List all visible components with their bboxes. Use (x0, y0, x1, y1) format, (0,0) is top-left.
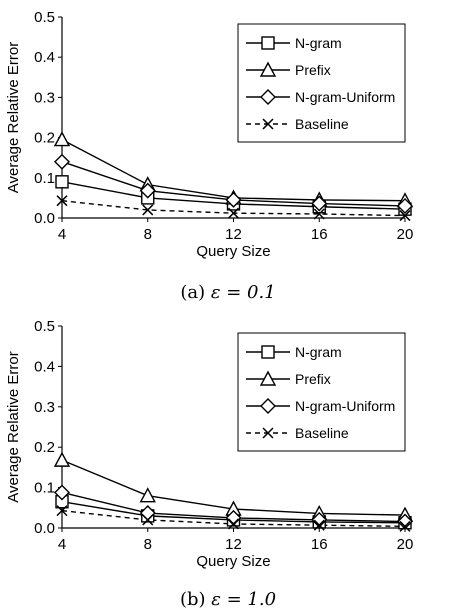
y-tick-label: 0.2 (34, 130, 55, 147)
data-point-baseline (142, 514, 154, 526)
x-tick-label: 20 (397, 536, 414, 553)
y-tick-label: 0.4 (34, 49, 55, 66)
legend-label: Baseline (295, 116, 349, 132)
x-axis-label: Query Size (196, 553, 270, 570)
x-tick-label: 12 (225, 536, 242, 553)
data-point-n-gram-uniform (311, 195, 328, 212)
data-point-n-gram-uniform (397, 513, 413, 530)
chart-panel-b: (b) ε = 1.0 0.0 0.1 0.2 0.3 0.4 0.5 4 8 12 16 20 Qu… (5, 318, 413, 610)
x-tick-label: 4 (58, 226, 66, 243)
legend-marker-baseline (262, 118, 274, 130)
caption-b: (b) ε = 1.0 (180, 589, 276, 610)
data-point-prefix (53, 131, 71, 147)
data-point-baseline (399, 210, 411, 222)
legend-label: N-gram (295, 35, 342, 51)
data-point-n-gram-uniform (225, 191, 242, 208)
data-point-prefix (53, 451, 71, 467)
data-point-baseline (227, 207, 240, 219)
data-point-baseline (56, 195, 68, 207)
legend-marker-n-gram (261, 36, 275, 50)
y-axis-label: Average Relative Error (5, 42, 22, 193)
legend-label: Baseline (295, 425, 349, 441)
y-tick-label: 0.0 (34, 210, 55, 227)
data-point-prefix (139, 487, 156, 503)
data-point-n-gram (55, 175, 69, 189)
legend-marker-n-gram-uniform (260, 398, 276, 414)
legend-label: Prefix (295, 62, 331, 78)
data-point-n-gram-uniform (54, 153, 70, 170)
y-tick-label: 0.5 (34, 9, 55, 26)
x-tick-label: 12 (225, 226, 242, 243)
y-axis-label: Average Relative Error (5, 351, 22, 502)
data-point-n-gram-uniform (397, 197, 413, 214)
data-point-baseline (227, 518, 240, 530)
legend-label: N-gram (295, 344, 342, 360)
x-tick-label: 4 (58, 536, 66, 553)
data-point-baseline (313, 208, 325, 220)
y-tick-label: 0.0 (34, 520, 55, 537)
data-point-baseline (399, 520, 411, 532)
x-tick-label: 16 (311, 226, 328, 243)
y-tick-label: 0.1 (34, 480, 55, 497)
chart-panel-a: (a) ε = 0.1 0.0 0.1 0.2 0.3 0.4 0.5 4 8 12 16 20 Qu… (5, 9, 413, 303)
y-tick-label: 0.2 (34, 439, 55, 456)
y-tick-label: 0.3 (34, 89, 55, 106)
legend-marker-baseline (262, 427, 274, 439)
x-tick-label: 20 (397, 226, 414, 243)
data-point-n-gram-uniform (311, 511, 328, 528)
data-point-baseline (56, 505, 68, 517)
caption-a: (a) ε = 0.1 (180, 282, 275, 303)
x-tick-label: 8 (144, 536, 152, 553)
data-point-n-gram-uniform (54, 484, 70, 501)
data-point-baseline (142, 204, 154, 216)
legend-marker-n-gram-uniform (260, 89, 276, 105)
data-point-baseline (313, 519, 325, 531)
legend-marker-prefix (259, 370, 277, 386)
data-point-n-gram-uniform (139, 182, 156, 199)
y-tick-label: 0.5 (34, 318, 55, 335)
x-tick-label: 8 (144, 226, 152, 243)
x-tick-label: 16 (311, 536, 328, 553)
legend-label: N-gram-Uniform (295, 398, 395, 414)
y-tick-label: 0.4 (34, 358, 55, 375)
legend-label: Prefix (295, 371, 331, 387)
legend-marker-n-gram (261, 345, 275, 359)
legend-marker-prefix (259, 61, 277, 77)
x-axis-label: Query Size (196, 243, 270, 260)
legend-label: N-gram-Uniform (295, 89, 395, 105)
y-tick-label: 0.3 (34, 399, 55, 416)
y-tick-label: 0.1 (34, 170, 55, 187)
